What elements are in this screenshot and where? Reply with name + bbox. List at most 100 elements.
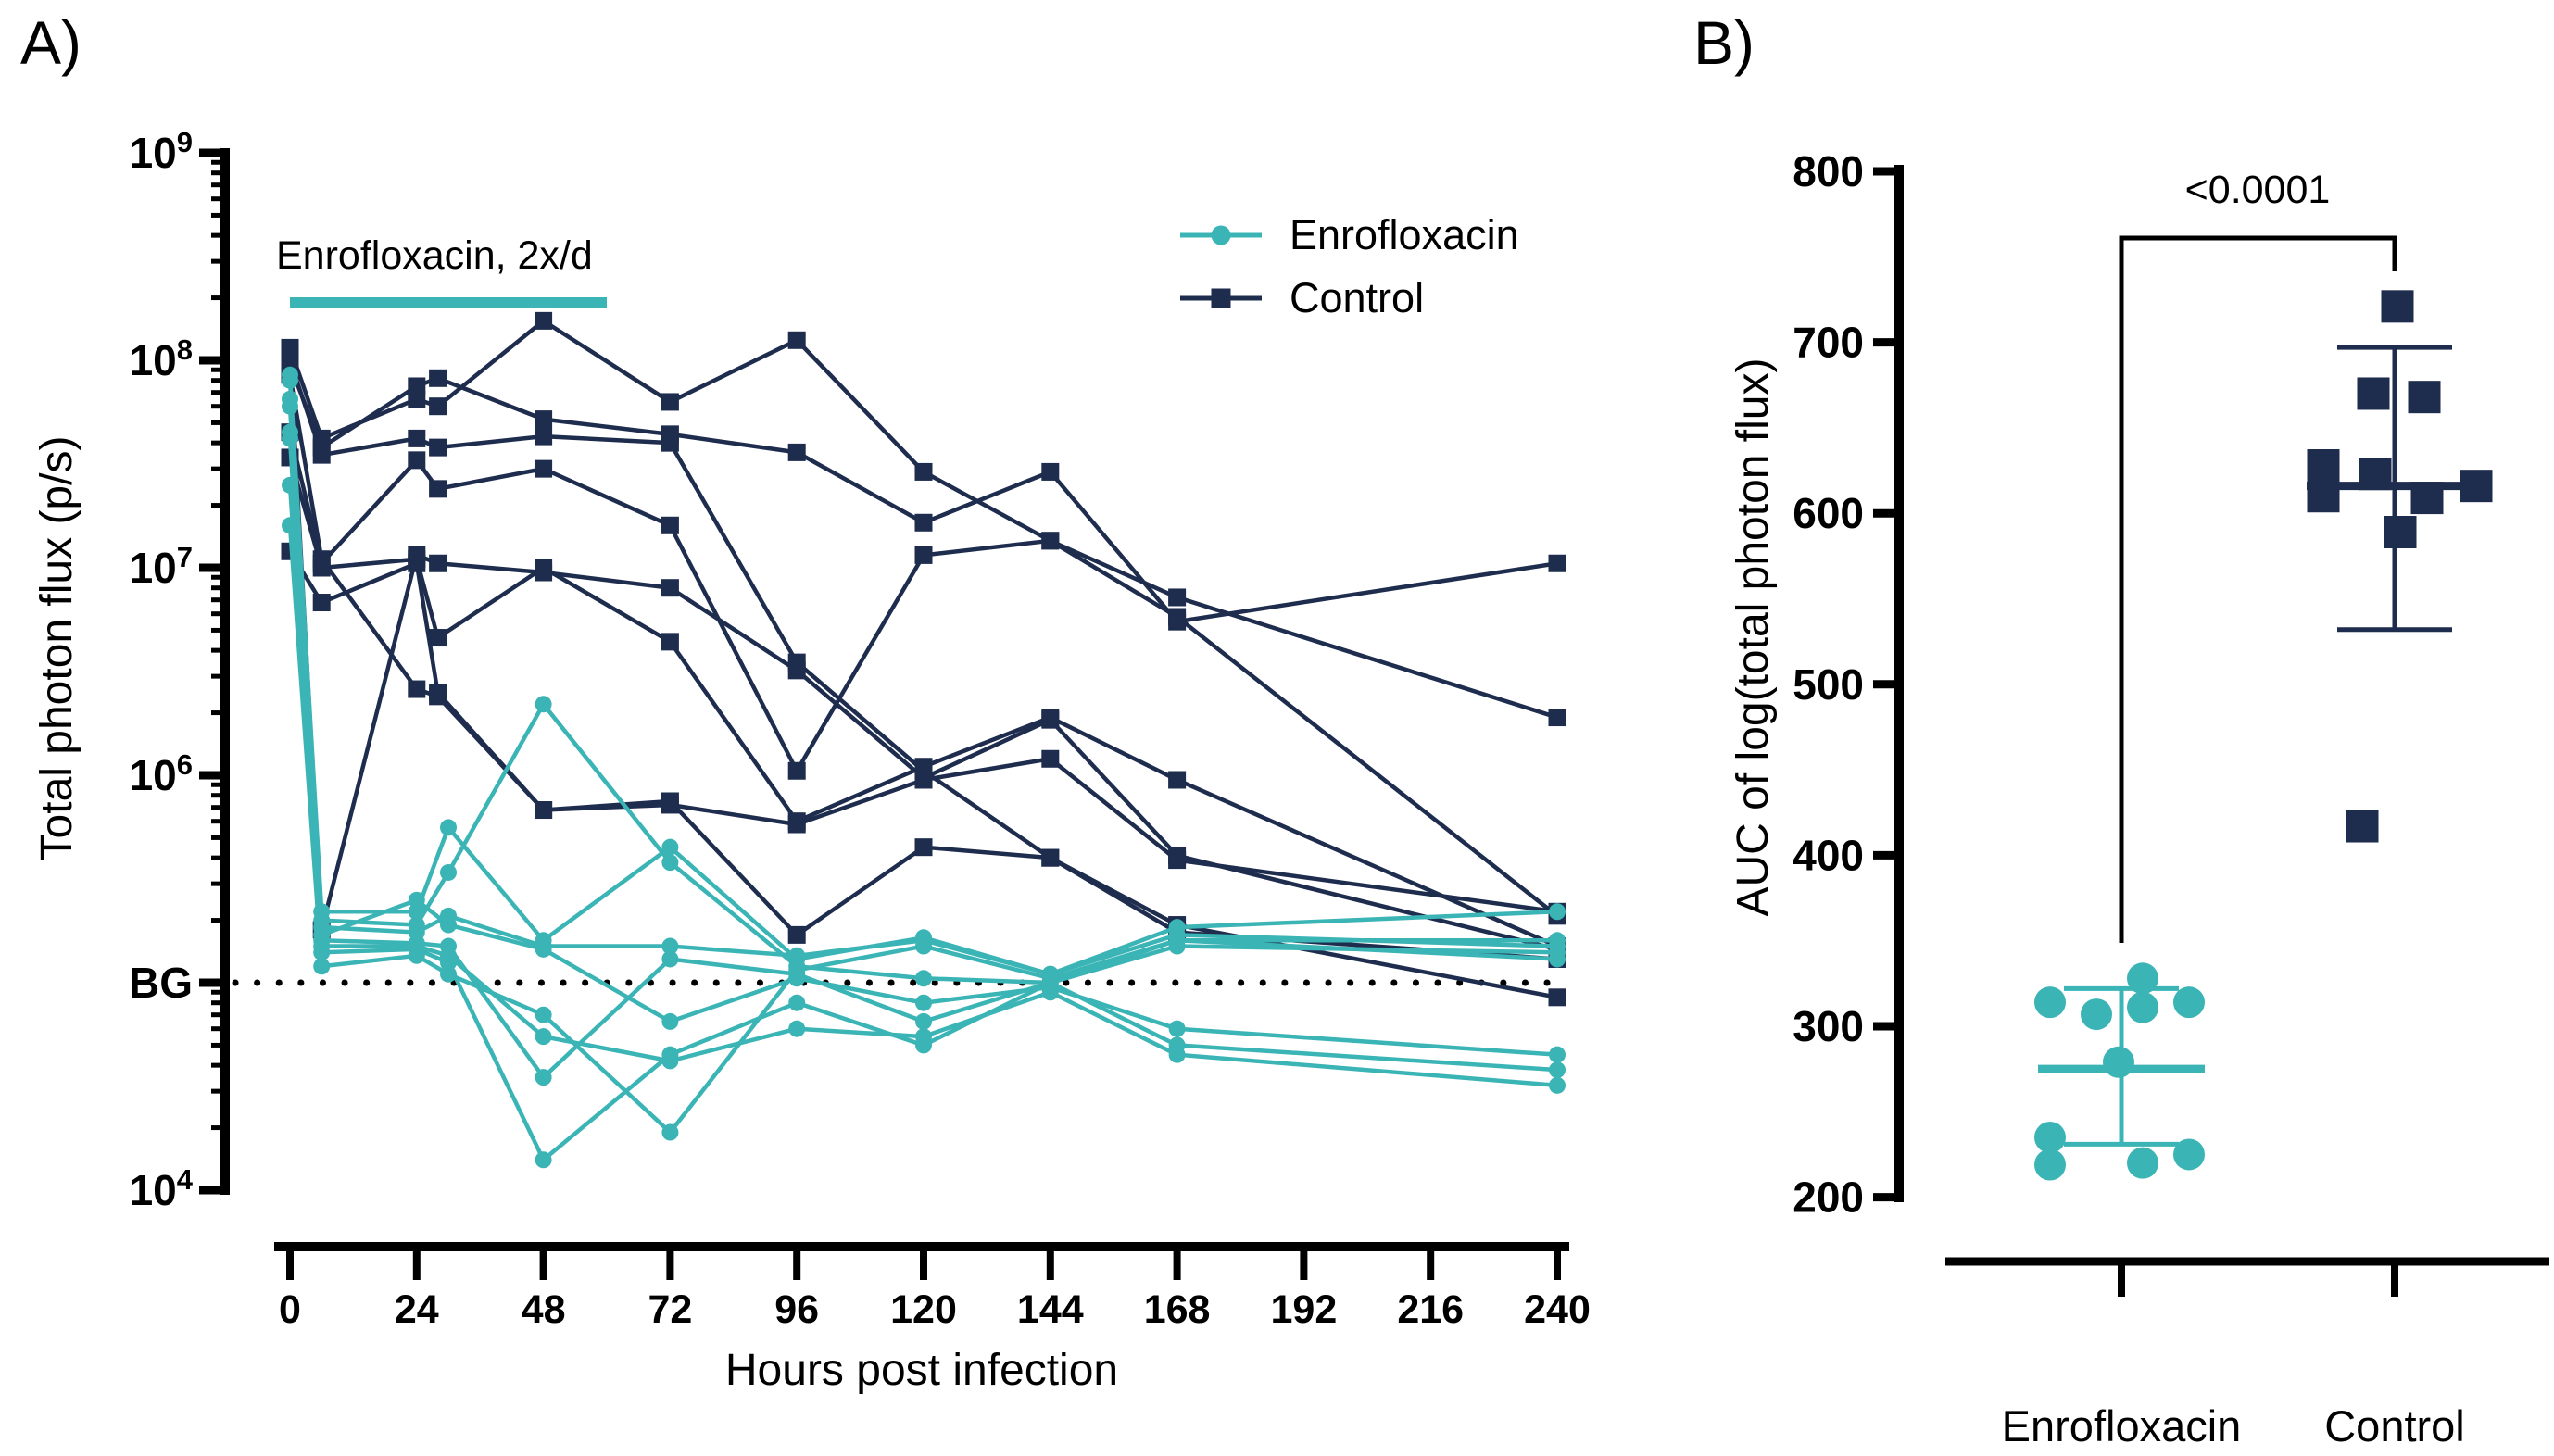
data-point-control [429, 369, 447, 387]
data-point-enrofloxacin [788, 1020, 806, 1037]
data-point-enrofloxacin [915, 994, 932, 1011]
significance-bracket [2119, 235, 2397, 943]
data-point-control [1168, 588, 1187, 607]
data-point-control [429, 480, 447, 498]
auc-point-enrofloxacin [2081, 998, 2112, 1031]
data-point-enrofloxacin [915, 1012, 932, 1030]
data-point-enrofloxacin [440, 819, 457, 836]
data-point-enrofloxacin [535, 940, 552, 958]
treatment-annotation-label: Enrofloxacin, 2x/d [276, 233, 593, 278]
data-point-control [661, 579, 679, 597]
data-point-control [429, 629, 447, 647]
x-tick-label: 216 [1397, 1287, 1464, 1332]
data-point-enrofloxacin [535, 1069, 552, 1086]
data-point-control [914, 838, 933, 857]
data-point-control [535, 410, 553, 429]
auc-point-enrofloxacin [2034, 1148, 2066, 1181]
data-point-enrofloxacin [440, 863, 457, 881]
auc-point-enrofloxacin [2127, 1147, 2158, 1179]
panel-a-y-axis-title: Total photon flux (p/s) [32, 435, 82, 861]
significance-value-label: <0.0001 [2184, 168, 2331, 212]
data-point-control [281, 346, 299, 365]
x-tick-label: 240 [1524, 1287, 1591, 1332]
x-tick-label: 72 [648, 1287, 692, 1332]
data-point-control [312, 446, 331, 464]
data-point-enrofloxacin [661, 854, 679, 872]
data-point-control [408, 451, 426, 470]
auc-point-control [2357, 377, 2390, 410]
auc-point-control [2384, 516, 2417, 549]
data-point-enrofloxacin [661, 1123, 679, 1141]
data-point-enrofloxacin [788, 947, 806, 964]
data-point-control [1041, 749, 1060, 768]
data-point-enrofloxacin [915, 1036, 932, 1054]
data-point-control [408, 680, 426, 698]
x-tick-label: 192 [1271, 1287, 1338, 1332]
x-tick-label: 48 [522, 1287, 566, 1332]
data-point-enrofloxacin [535, 1006, 552, 1023]
data-point-enrofloxacin [1168, 1046, 1186, 1063]
data-point-enrofloxacin [1549, 950, 1566, 968]
data-point-enrofloxacin [408, 947, 425, 964]
series-line-control [287, 364, 1558, 624]
data-point-enrofloxacin [440, 954, 457, 972]
panel-b-y-tick-label: 300 [1793, 1002, 1864, 1050]
auc-point-enrofloxacin [2127, 991, 2158, 1023]
x-tick-label: 0 [279, 1287, 301, 1332]
panel-b-y-tick-label: 400 [1793, 831, 1864, 879]
data-point-enrofloxacin [535, 1151, 552, 1169]
y-tick-label: 108 [130, 333, 193, 384]
data-point-control [914, 462, 933, 481]
legend-item-enrofloxacin: Enrofloxacin [1180, 204, 1519, 267]
data-point-control [535, 563, 553, 582]
data-point-control [429, 397, 447, 416]
data-point-control [312, 550, 331, 569]
data-point-control [787, 661, 806, 680]
data-point-enrofloxacin [915, 937, 932, 955]
data-point-control [914, 769, 933, 787]
series-line-control [287, 359, 1558, 961]
x-tick-label: 24 [395, 1287, 439, 1332]
auc-point-enrofloxacin [2173, 1138, 2205, 1171]
data-point-enrofloxacin [915, 970, 932, 987]
auc-point-enrofloxacin [2127, 962, 2158, 995]
data-point-enrofloxacin [1041, 970, 1059, 987]
data-point-control [1041, 710, 1060, 729]
panel-b-y-tick-label: 500 [1793, 660, 1864, 709]
legend-label-enrofloxacin: Enrofloxacin [1290, 211, 1519, 258]
panel-b-y-tick-label: 800 [1793, 147, 1864, 195]
data-point-control [535, 311, 553, 330]
data-point-control [787, 761, 806, 780]
data-point-enrofloxacin [1549, 1076, 1566, 1094]
auc-point-control [2381, 290, 2414, 323]
data-point-control [661, 516, 679, 534]
data-point-control [312, 594, 331, 612]
x-tick-label: 168 [1144, 1287, 1211, 1332]
data-point-enrofloxacin [661, 1012, 679, 1030]
panel-a-label: A) [20, 8, 82, 77]
panel-b-y-tick-label: 600 [1793, 489, 1864, 537]
legend-item-control: Control [1180, 267, 1519, 330]
data-point-enrofloxacin [661, 950, 679, 968]
data-point-control [661, 633, 679, 651]
data-point-enrofloxacin [661, 838, 679, 856]
data-point-control [535, 459, 553, 478]
y-tick-label: 104 [130, 1163, 194, 1214]
x-tick-label: 96 [774, 1287, 819, 1332]
data-point-enrofloxacin [282, 430, 298, 447]
data-point-control [661, 796, 679, 814]
data-point-control [1041, 532, 1060, 550]
legend: Enrofloxacin Control [1180, 204, 1519, 330]
panel-b-y-tick-label: 700 [1793, 319, 1864, 367]
data-point-enrofloxacin [1168, 1020, 1186, 1037]
data-point-control [914, 546, 933, 564]
data-point-enrofloxacin [1549, 903, 1566, 921]
data-point-enrofloxacin [788, 994, 806, 1011]
auc-point-enrofloxacin [2173, 986, 2205, 1019]
data-point-enrofloxacin [661, 1046, 679, 1063]
panel-b-group-label-control: Control [2324, 1401, 2465, 1450]
data-point-enrofloxacin [313, 958, 331, 975]
x-tick-label: 120 [890, 1287, 957, 1332]
auc-point-enrofloxacin [2034, 986, 2066, 1019]
